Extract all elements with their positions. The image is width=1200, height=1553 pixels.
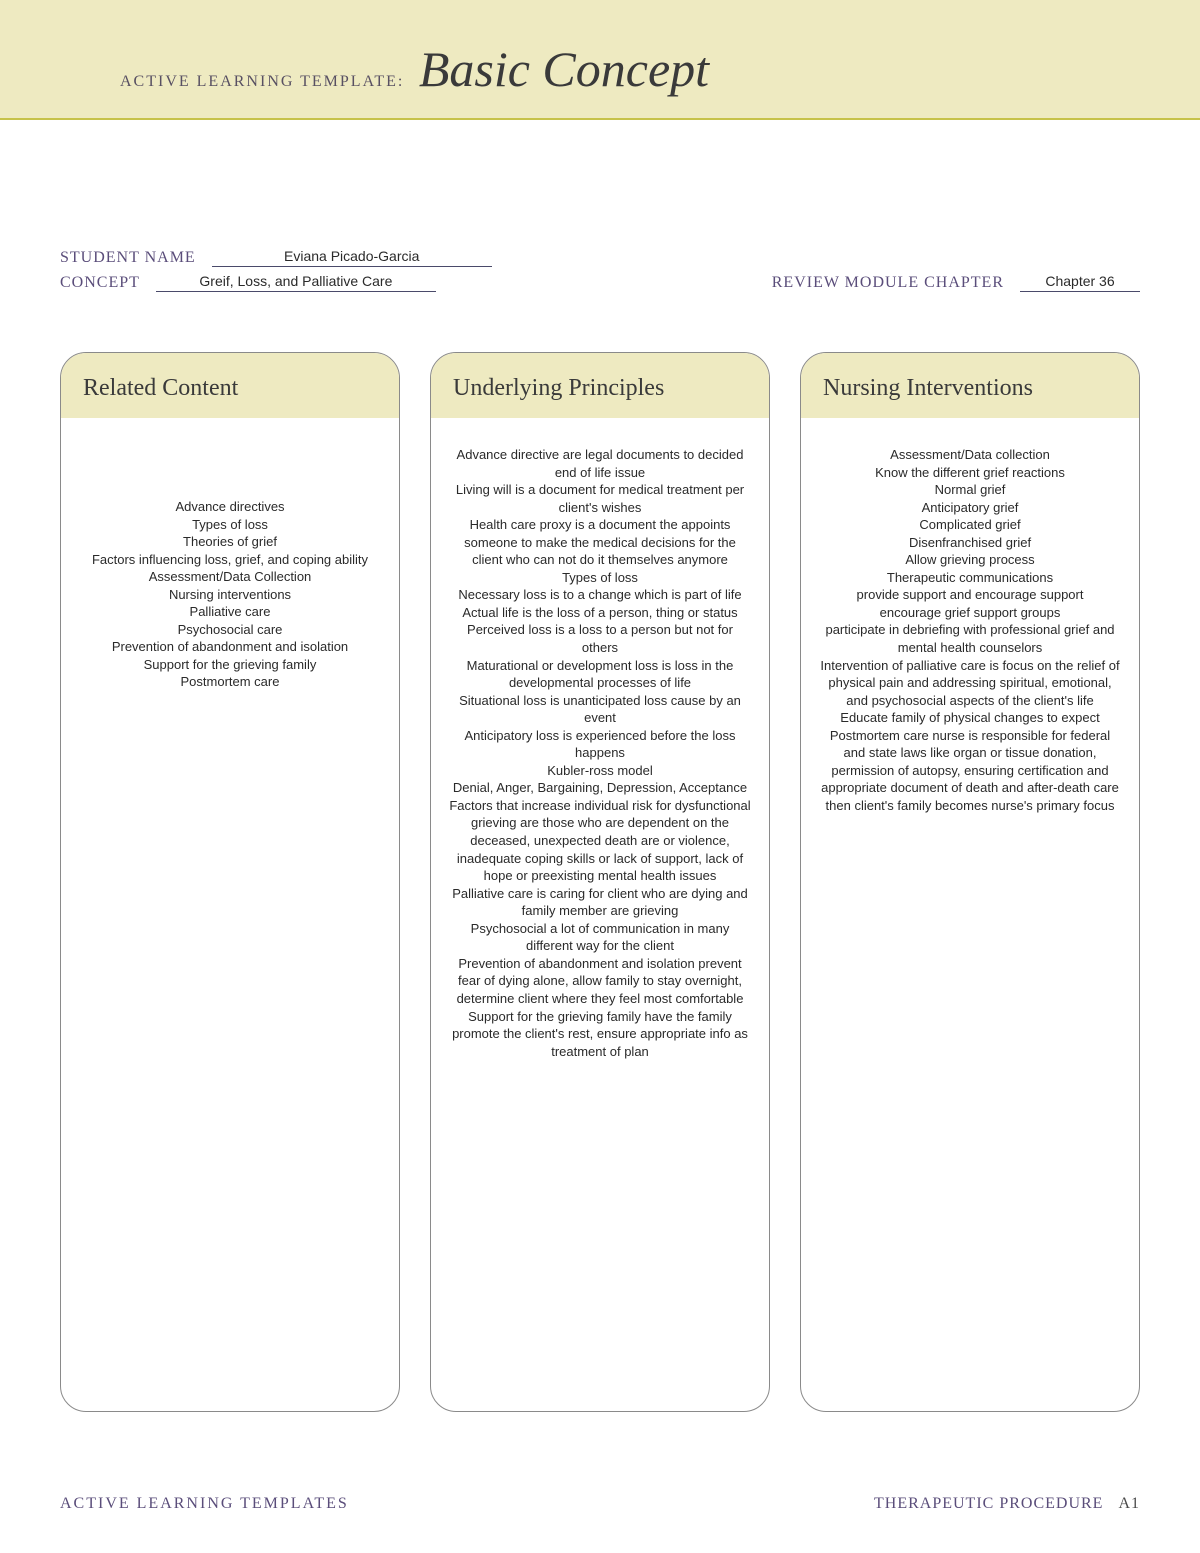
footer-right: THERAPEUTIC PROCEDURE A1 <box>874 1495 1140 1513</box>
chapter-value: Chapter 36 <box>1020 273 1140 292</box>
footer-left: ACTIVE LEARNING TEMPLATES <box>60 1495 349 1513</box>
card-body-related: Advance directives Types of loss Theorie… <box>61 418 399 1411</box>
card-body-interventions: Assessment/Data collection Know the diff… <box>801 418 1139 1411</box>
columns: Related Content Advance directives Types… <box>60 352 1140 1412</box>
template-title: Basic Concept <box>419 40 709 98</box>
review-module-label: REVIEW MODULE CHAPTER <box>772 274 1004 292</box>
student-name-label: STUDENT NAME <box>60 249 196 267</box>
card-body-principles: Advance directive are legal documents to… <box>431 418 769 1411</box>
page: ACTIVE LEARNING TEMPLATE: Basic Concept … <box>0 0 1200 1553</box>
card-related-content: Related Content Advance directives Types… <box>60 352 400 1412</box>
card-header-related: Related Content <box>61 353 399 418</box>
footer-right-label: THERAPEUTIC PROCEDURE <box>874 1495 1103 1512</box>
info-right-block: REVIEW MODULE CHAPTER Chapter 36 <box>772 248 1140 292</box>
card-header-principles: Underlying Principles <box>431 353 769 418</box>
info-row: STUDENT NAME Eviana Picado-Garcia CONCEP… <box>60 248 1140 292</box>
template-label: ACTIVE LEARNING TEMPLATE: <box>120 73 404 91</box>
student-name-line: STUDENT NAME Eviana Picado-Garcia <box>60 248 492 267</box>
info-left-block: STUDENT NAME Eviana Picado-Garcia CONCEP… <box>60 248 492 292</box>
card-nursing-interventions: Nursing Interventions Assessment/Data co… <box>800 352 1140 1412</box>
header: ACTIVE LEARNING TEMPLATE: Basic Concept <box>60 0 1140 98</box>
footer-page: A1 <box>1118 1495 1140 1512</box>
card-header-interventions: Nursing Interventions <box>801 353 1139 418</box>
footer: ACTIVE LEARNING TEMPLATES THERAPEUTIC PR… <box>60 1495 1140 1513</box>
card-underlying-principles: Underlying Principles Advance directive … <box>430 352 770 1412</box>
concept-label: CONCEPT <box>60 274 140 292</box>
student-name-value: Eviana Picado-Garcia <box>212 248 492 267</box>
concept-line: CONCEPT Greif, Loss, and Palliative Care <box>60 273 492 292</box>
concept-value: Greif, Loss, and Palliative Care <box>156 273 436 292</box>
